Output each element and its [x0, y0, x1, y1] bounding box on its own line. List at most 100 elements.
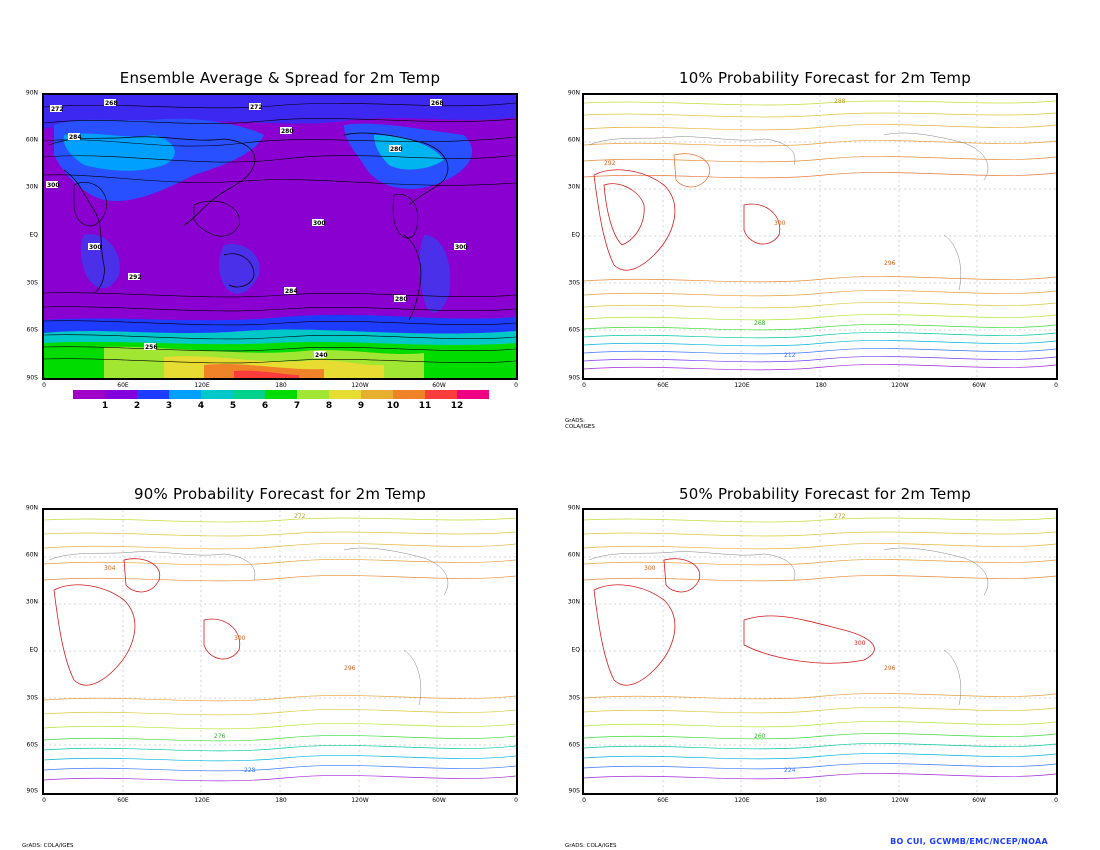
svg-text:300: 300 [854, 640, 866, 647]
colorbar-label: 12 [450, 401, 464, 411]
colorbar-label: 9 [357, 401, 365, 411]
lon-label: 180 [275, 797, 287, 804]
lat-label: EQ [571, 646, 580, 654]
svg-text:300: 300 [234, 635, 246, 642]
credit-text: GrADS: COLA/IGES [565, 843, 617, 849]
lat-label: 60N [25, 551, 38, 559]
svg-text:272: 272 [51, 106, 64, 113]
lat-label: EQ [571, 231, 580, 239]
svg-text:212: 212 [784, 352, 796, 359]
lat-label: 90S [26, 374, 38, 382]
lat-label: EQ [29, 646, 38, 654]
colorbar-label: 4 [197, 401, 205, 411]
prob90-map-svg: 272 300 304 296 276 228 [44, 510, 516, 793]
colorbar-label: 1 [101, 401, 109, 411]
lon-label: 0 [514, 382, 518, 389]
svg-text:292: 292 [604, 160, 616, 167]
svg-text:272: 272 [834, 513, 846, 520]
lat-label: 60S [26, 326, 38, 334]
svg-text:300: 300 [47, 182, 60, 189]
lat-label: 90S [26, 787, 38, 795]
prob10-map-svg: 288 300 292 296 268 212 [584, 95, 1056, 378]
lat-label: 90S [568, 787, 580, 795]
lon-label: 120E [734, 797, 750, 804]
lat-label: EQ [29, 231, 38, 239]
spread-map: 272 268 272 268 284 280 280 300 300 300 … [42, 93, 518, 380]
lon-label: 120W [351, 797, 369, 804]
lon-label: 120E [194, 382, 210, 389]
colorbar-segment [297, 390, 329, 399]
lon-label: 0 [42, 797, 46, 804]
lat-label: 60N [25, 136, 38, 144]
svg-text:292: 292 [129, 274, 142, 281]
lat-label: 30N [25, 598, 38, 606]
prob50-map-svg: 272 300 300 296 260 224 [584, 510, 1056, 793]
colorbar-labels: 1 2 3 4 5 6 7 8 9 10 11 12 [73, 401, 489, 413]
svg-text:260: 260 [754, 733, 766, 740]
lat-label: 90N [567, 504, 580, 512]
colorbar-segment [169, 390, 201, 399]
lat-label: 60S [26, 741, 38, 749]
svg-text:268: 268 [105, 100, 118, 107]
colorbar-label: 3 [165, 401, 173, 411]
footer-credit: BO CUI, GCWMB/EMC/NCEP/NOAA [890, 837, 1048, 846]
panel-title: 10% Probability Forecast for 2m Temp [679, 69, 971, 87]
lon-label: 0 [582, 382, 586, 389]
lat-label: 30S [568, 279, 580, 287]
lon-label: 0 [42, 382, 46, 389]
colorbar-segment [265, 390, 297, 399]
colorbar-label: 7 [293, 401, 301, 411]
panel-title: 90% Probability Forecast for 2m Temp [134, 485, 426, 503]
panel-title: Ensemble Average & Spread for 2m Temp [119, 69, 441, 87]
lat-label: 30N [567, 183, 580, 191]
svg-text:284: 284 [69, 134, 82, 141]
svg-text:300: 300 [644, 565, 656, 572]
svg-text:288: 288 [834, 98, 846, 105]
lon-label: 180 [815, 382, 827, 389]
svg-text:228: 228 [244, 767, 256, 774]
svg-text:272: 272 [250, 104, 263, 111]
panel-90pct: 90% Probability Forecast for 2m Temp 90N… [0, 425, 550, 850]
lat-label: 60N [567, 136, 580, 144]
colorbar-segment [457, 390, 489, 399]
colorbar-segment [361, 390, 393, 399]
lat-label: 30S [568, 694, 580, 702]
svg-text:296: 296 [344, 665, 356, 672]
panel-10pct: 10% Probability Forecast for 2m Temp 90N… [550, 0, 1100, 425]
lat-label: 90S [568, 374, 580, 382]
svg-text:300: 300 [455, 244, 468, 251]
lon-label: 0 [1054, 382, 1058, 389]
svg-text:296: 296 [884, 665, 896, 672]
colorbar-label: 11 [418, 401, 432, 411]
colorbar [73, 390, 489, 399]
lon-label: 60E [657, 382, 669, 389]
svg-text:284: 284 [285, 288, 298, 295]
prob10-map: 288 300 292 296 268 212 [582, 93, 1058, 380]
svg-text:240: 240 [315, 352, 328, 359]
lat-label: 60N [567, 551, 580, 559]
svg-text:256: 256 [145, 344, 158, 351]
lon-label: 60W [432, 382, 446, 389]
lon-label: 0 [582, 797, 586, 804]
lat-label: 30S [26, 279, 38, 287]
lon-label: 180 [815, 797, 827, 804]
credit-text: GrADS: COLA/IGES [565, 418, 595, 430]
svg-text:272: 272 [294, 513, 306, 520]
lat-label: 60S [568, 741, 580, 749]
colorbar-label: 6 [261, 401, 269, 411]
lon-label: 60E [117, 797, 129, 804]
svg-text:276: 276 [214, 733, 226, 740]
panel-ensemble-average: Ensemble Average & Spread for 2m Temp 90… [0, 0, 595, 430]
panel-title: 50% Probability Forecast for 2m Temp [679, 485, 971, 503]
svg-text:268: 268 [431, 100, 444, 107]
colorbar-segment [425, 390, 457, 399]
lon-label: 0 [1054, 797, 1058, 804]
svg-text:280: 280 [395, 296, 408, 303]
colorbar-segment [233, 390, 265, 399]
colorbar-segment [201, 390, 233, 399]
lon-label: 180 [275, 382, 287, 389]
svg-text:280: 280 [390, 146, 403, 153]
svg-text:296: 296 [884, 260, 896, 267]
lat-label: 30S [26, 694, 38, 702]
lat-label: 30N [25, 183, 38, 191]
